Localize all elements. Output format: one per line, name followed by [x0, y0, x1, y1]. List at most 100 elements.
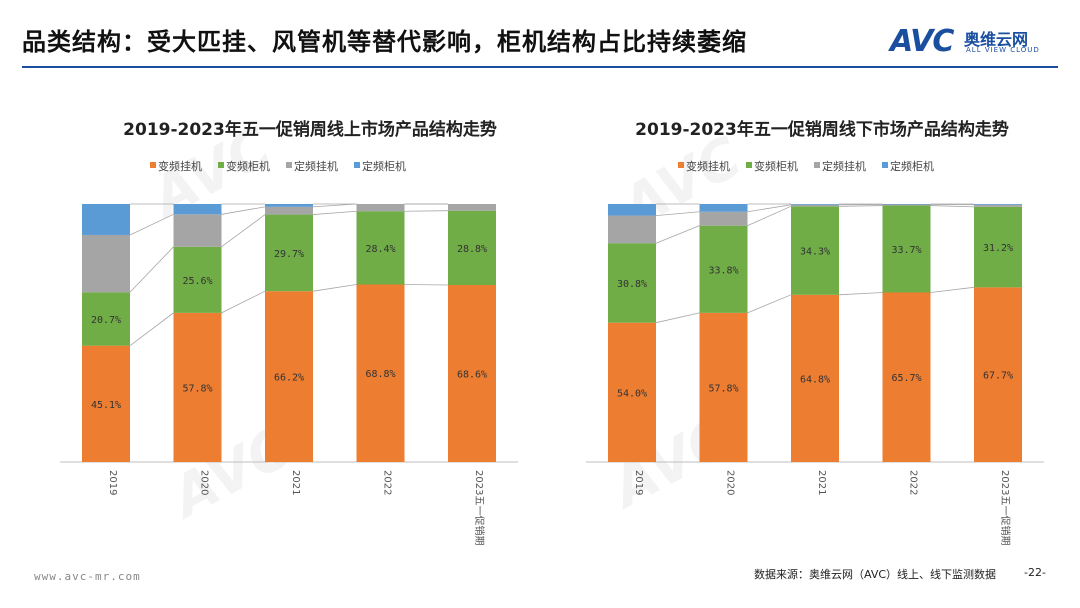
legend-swatch — [814, 162, 820, 168]
legend-item-1: 变频柜机 — [746, 159, 798, 173]
logo-cn: 奥维云网 — [964, 30, 1029, 49]
bar-变频挂机-2020 — [173, 312, 222, 462]
series-connector — [404, 210, 449, 212]
bar-变频挂机-2023五一促销期 — [974, 287, 1022, 462]
bar-变频柜机-2019 — [608, 243, 656, 323]
legend-item-1: 变频柜机 — [218, 159, 270, 173]
data-label: 25.6% — [182, 276, 212, 287]
data-label: 45.1% — [91, 400, 121, 411]
series-connector — [129, 312, 174, 346]
legend-swatch — [882, 162, 888, 168]
series-connector — [655, 225, 700, 244]
page-number: -22- — [1024, 566, 1046, 579]
series-connector — [930, 286, 975, 293]
series-connector — [404, 284, 449, 286]
page-title: 品类结构：受大匹挂、风管机等替代影响，柜机结构占比持续萎缩 — [22, 28, 747, 56]
bar-定频挂机-2021 — [265, 206, 313, 215]
bar-定频柜机-2020 — [699, 204, 748, 212]
legend-label: 定频柜机 — [362, 159, 406, 173]
legend-swatch — [354, 162, 360, 168]
data-label: 33.7% — [891, 245, 921, 256]
series-connector — [655, 211, 700, 217]
bar-变频挂机-2022 — [356, 284, 405, 462]
data-label: 57.8% — [708, 383, 738, 394]
x-tick-label: 2019 — [107, 470, 118, 495]
bar-变频柜机-2019 — [82, 292, 130, 346]
legend-item-3: 定频柜机 — [882, 159, 934, 173]
data-label: 67.7% — [983, 371, 1013, 382]
bar-定频柜机-2019 — [82, 204, 130, 235]
logo-mark: AVC — [890, 24, 954, 59]
data-label: 20.7% — [91, 315, 121, 326]
legend-swatch — [746, 162, 752, 168]
bar-定频柜机-2020 — [173, 204, 222, 215]
bar-变频挂机-2021 — [265, 291, 313, 462]
data-label: 66.2% — [274, 373, 304, 384]
bar-变频柜机-2022 — [356, 211, 405, 285]
legend-item-3: 定频柜机 — [354, 159, 406, 173]
series-connector — [747, 205, 792, 227]
data-label: 30.8% — [617, 279, 647, 290]
x-tick-label: 2022 — [908, 470, 919, 495]
data-label: 68.6% — [457, 370, 487, 381]
footer-url: www.avc-mr.com — [34, 570, 141, 583]
data-label: 64.8% — [800, 374, 830, 385]
legend-label: 定频挂机 — [294, 159, 338, 173]
title-divider — [22, 66, 1058, 68]
series-connector — [747, 294, 792, 314]
data-label: 54.0% — [617, 388, 647, 399]
bar-变频挂机-2019 — [608, 322, 656, 462]
logo-en: ALL VIEW CLOUD — [966, 46, 1040, 54]
bar-定频柜机-2021 — [265, 204, 313, 207]
bar-定频挂机-2019 — [82, 234, 130, 293]
bar-变频柜机-2022 — [882, 205, 931, 293]
bar-定频柜机-2019 — [608, 204, 656, 216]
data-label: 29.7% — [274, 249, 304, 260]
x-tick-label: 2023五一促销期 — [999, 470, 1012, 545]
bar-定频挂机-2023五一促销期 — [448, 204, 496, 211]
footer-source: 数据来源：奥维云网（AVC）线上、线下监测数据 — [754, 568, 997, 581]
bar-变频柜机-2020 — [699, 225, 748, 313]
x-tick-label: 2019 — [633, 470, 644, 495]
bar-定频挂机-2022 — [356, 204, 405, 212]
data-label: 28.8% — [457, 244, 487, 255]
series-connector — [221, 214, 266, 248]
x-tick-label: 2023五一促销期 — [473, 470, 486, 545]
data-label: 33.8% — [708, 265, 738, 276]
bar-定频柜机-2023五一促销期 — [974, 204, 1022, 205]
data-label: 57.8% — [182, 383, 212, 394]
bar-定频挂机-2019 — [608, 215, 656, 244]
bar-变频挂机-2023五一促销期 — [448, 285, 496, 462]
legend-swatch — [150, 162, 156, 168]
bar-定频挂机-2021 — [791, 204, 839, 207]
legend-label: 变频柜机 — [226, 159, 270, 173]
legend-item-2: 定频挂机 — [814, 159, 866, 173]
series-connector — [838, 205, 883, 207]
chart-title: 2019-2023年五一促销周线上市场产品结构走势 — [123, 119, 497, 140]
bar-定频挂机-2022 — [882, 204, 931, 206]
bar-定频挂机-2020 — [173, 214, 222, 247]
avc-logo: AVC 奥维云网 ALL VIEW CLOUD — [890, 24, 1060, 59]
legend-label: 变频挂机 — [686, 159, 730, 173]
legend-label: 变频挂机 — [158, 159, 202, 173]
series-connector — [312, 203, 357, 208]
bar-定频柜机-2021 — [791, 204, 839, 205]
bar-变频柜机-2023五一促销期 — [448, 210, 496, 286]
bar-变频柜机-2023五一促销期 — [974, 206, 1022, 288]
series-connector — [129, 213, 174, 236]
series-connector — [221, 206, 266, 215]
series-connector — [312, 284, 357, 292]
series-connector — [747, 204, 792, 213]
data-label: 65.7% — [891, 373, 921, 384]
bar-定频挂机-2023五一促销期 — [974, 204, 1022, 207]
series-connector — [838, 292, 883, 296]
bar-变频柜机-2020 — [173, 246, 222, 313]
series-connector — [221, 290, 266, 314]
chart-title: 2019-2023年五一促销周线下市场产品结构走势 — [635, 119, 1009, 140]
legend-swatch — [286, 162, 292, 168]
legend-label: 变频柜机 — [754, 159, 798, 173]
legend-swatch — [678, 162, 684, 168]
bar-定频挂机-2020 — [699, 211, 748, 226]
legend-item-0: 变频挂机 — [678, 159, 730, 173]
